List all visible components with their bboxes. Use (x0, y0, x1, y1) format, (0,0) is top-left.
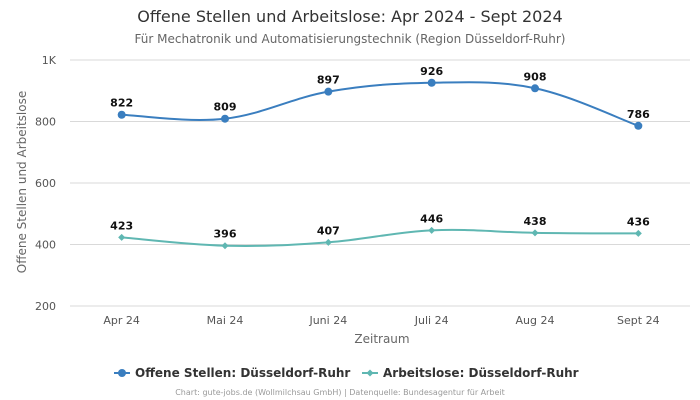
data-label: 436 (627, 215, 650, 228)
x-tick-label: Apr 24 (103, 314, 140, 327)
gridlines (70, 59, 690, 307)
series-1-point (221, 114, 229, 123)
data-label: 438 (524, 215, 547, 228)
data-label: 786 (627, 108, 650, 121)
series-line-2 (121, 228, 639, 247)
x-tick-label: Aug 24 (516, 314, 555, 327)
data-label: 897 (317, 74, 340, 87)
series-2-point (531, 229, 539, 237)
legend: Offene Stellen: Düsseldorf-Ruhr Arbeitslo… (114, 366, 579, 380)
data-label: 809 (214, 101, 237, 114)
chart-title: Offene Stellen und Arbeitslose: Apr 2024… (137, 7, 562, 26)
series-line-1 (121, 81, 639, 127)
data-label: 423 (110, 219, 133, 232)
series-2-point (118, 233, 126, 241)
y-tick-label: 1K (42, 54, 57, 67)
series-1-point (117, 110, 126, 119)
data-label: 407 (317, 224, 340, 237)
y-axis-ticks: 200 400 600 800 1K (35, 54, 57, 313)
y-tick-label: 200 (35, 300, 56, 313)
y-tick-label: 400 (35, 239, 56, 252)
series-2-point (221, 242, 229, 250)
y-axis-title: Offene Stellen und Arbeitslose (15, 91, 29, 273)
x-axis-ticks: Apr 24 Mai 24 Juni 24 Juli 24 Aug 24 Sept 24 (103, 314, 659, 327)
x-tick-label: Juni 24 (308, 314, 347, 327)
y-tick-label: 800 (35, 116, 56, 129)
series-1-point (531, 84, 539, 93)
data-label: 926 (420, 65, 443, 78)
y-tick-label: 600 (35, 177, 56, 190)
legend-label: Arbeitslose: Düsseldorf-Ruhr (383, 366, 579, 380)
data-label: 396 (214, 228, 237, 241)
legend-label: Offene Stellen: Düsseldorf-Ruhr (135, 366, 350, 380)
series-group: 822 809 897 926 908 786 423 396 407 446 438 436 (110, 65, 650, 250)
series-2-point (428, 226, 436, 234)
chart-subtitle: Für Mechatronik und Automatisierungstech… (135, 32, 566, 46)
series-2-point (634, 229, 642, 237)
legend-marker (366, 369, 374, 377)
data-label: 822 (110, 97, 133, 110)
x-tick-label: Sept 24 (617, 314, 660, 327)
data-label: 446 (420, 212, 443, 225)
x-tick-label: Juli 24 (414, 314, 449, 327)
series-1-point (634, 121, 643, 130)
x-tick-label: Mai 24 (207, 314, 244, 327)
series-1-point (324, 87, 333, 96)
data-label: 908 (524, 70, 547, 83)
x-axis-title: Zeitraum (354, 332, 409, 346)
chart-credit: Chart: gute-jobs.de (Wollmilchsau GmbH) … (175, 388, 505, 397)
legend-marker (118, 369, 126, 377)
series-1-point (427, 78, 436, 87)
series-2-point (324, 238, 332, 246)
